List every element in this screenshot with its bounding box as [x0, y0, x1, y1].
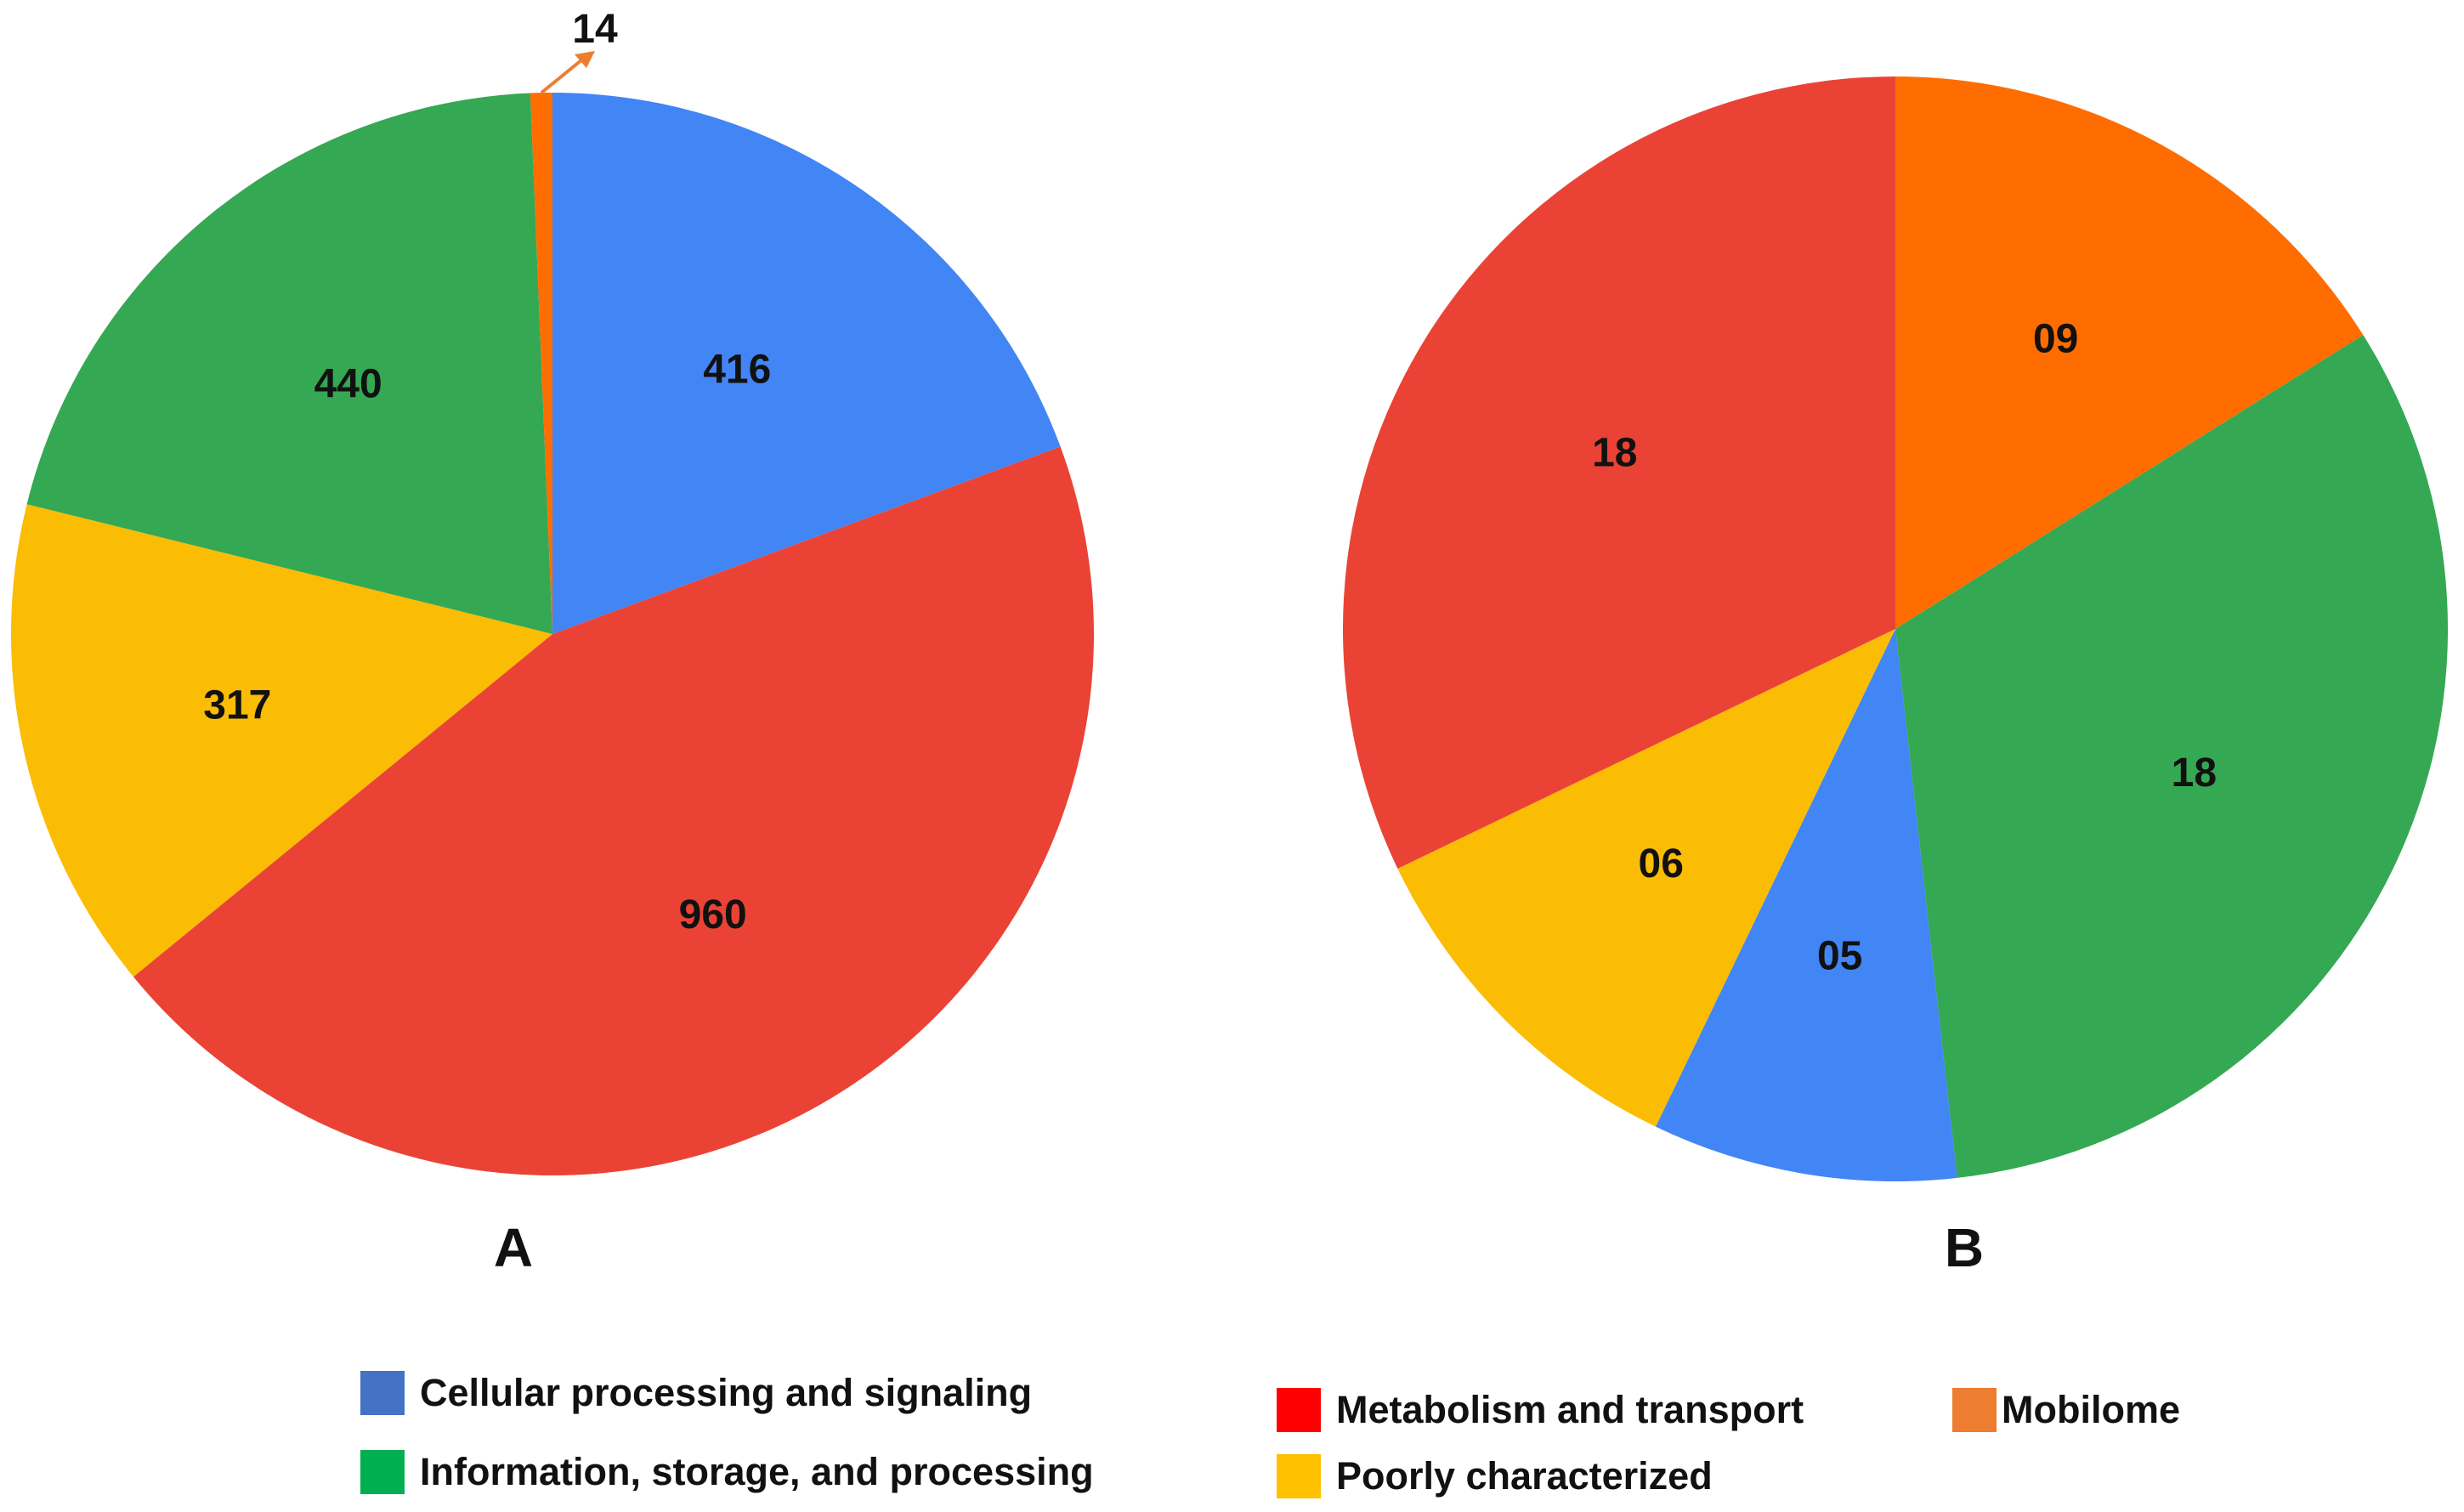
- pie-slice-poorly-characterized: [1397, 629, 1895, 1127]
- legend-label-mobilome: Mobilome: [2002, 1388, 2180, 1431]
- pie-slice-information-storage-and-processing: [1895, 335, 2448, 1178]
- pie-slice-metabolism-and-transport: [1343, 76, 1895, 869]
- legend-label-poorly: Poorly characterized: [1336, 1454, 1713, 1498]
- legend-swatch-poorly: [1277, 1454, 1321, 1498]
- pie-slice-cellular-processing-and-signaling: [552, 93, 1061, 634]
- slice-value-label: 18: [2172, 750, 2217, 796]
- pie-slice-poorly-characterized: [10, 504, 552, 977]
- legend-swatch-information: [360, 1450, 405, 1494]
- panel-label-b: B: [1945, 1217, 1984, 1278]
- pie-slice-mobilome: [530, 93, 552, 634]
- legend-label-information: Information, storage, and processing: [420, 1450, 1094, 1493]
- slice-value-label: 18: [1592, 431, 1637, 476]
- legend-item-cellular: Cellular processing and signaling: [360, 1371, 1032, 1415]
- panel-label-a: A: [494, 1217, 533, 1278]
- legend-item-information: Information, storage, and processing: [360, 1450, 1094, 1494]
- pie-slice-mobilome: [1895, 76, 2364, 629]
- slice-value-label: 05: [1817, 933, 1862, 978]
- legend-swatch-mobilome: [1952, 1388, 1997, 1432]
- pie-chart-b: 09 18 05 06 18: [1343, 76, 2448, 1181]
- callout-value-label: 14: [572, 7, 618, 52]
- pie-chart-a: 416 960 317 440 14: [10, 7, 1095, 1176]
- legend-item-mobilome: Mobilome: [1952, 1388, 2180, 1432]
- pie-slice-metabolism-and-transport: [133, 446, 1095, 1176]
- legend-item-metabolism: Metabolism and transport: [1277, 1388, 1804, 1432]
- slice-value-label: 09: [2033, 317, 2078, 362]
- slice-value-label: 440: [314, 362, 382, 407]
- pie-slice-information-storage-and-processing: [26, 93, 553, 635]
- legend-label-metabolism: Metabolism and transport: [1336, 1388, 1804, 1431]
- slice-value-label: 06: [1639, 841, 1684, 886]
- slice-value-label: 416: [703, 347, 771, 392]
- legend-swatch-metabolism: [1277, 1388, 1321, 1432]
- slice-value-label: 960: [679, 892, 747, 937]
- callout-leader-line: [540, 54, 588, 94]
- legend-item-poorly: Poorly characterized: [1277, 1454, 1713, 1498]
- slice-value-label: 317: [203, 683, 271, 728]
- callout-arrowhead: [575, 51, 595, 68]
- pie-slice-cellular-processing-and-signaling: [1655, 629, 1957, 1181]
- legend-label-cellular: Cellular processing and signaling: [420, 1371, 1033, 1414]
- legend-swatch-cellular: [360, 1371, 405, 1415]
